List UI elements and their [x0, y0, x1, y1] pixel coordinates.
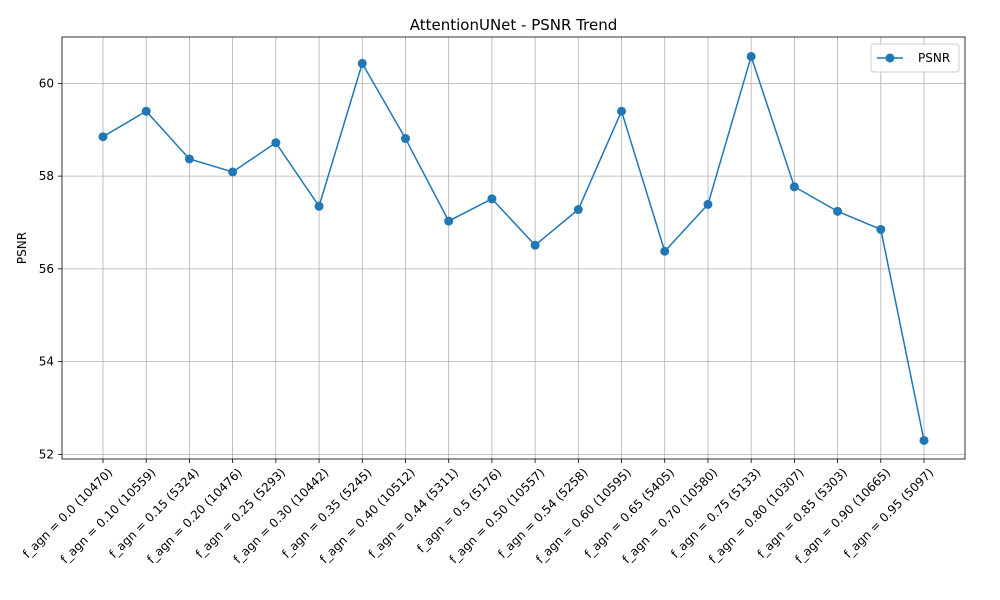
- legend-marker-swatch: [885, 53, 895, 63]
- data-point: [876, 224, 886, 234]
- data-point: [271, 138, 281, 148]
- legend: PSNR: [870, 43, 960, 73]
- series-line-psnr: [102, 53, 925, 441]
- data-point: [228, 167, 238, 177]
- data-point: [833, 206, 843, 216]
- y-axis-label: PSNR: [15, 232, 29, 264]
- legend-label-psnr: PSNR: [918, 51, 950, 65]
- series-psnr: [98, 51, 929, 445]
- data-point: [487, 194, 497, 204]
- data-point: [660, 246, 670, 256]
- legend-box: [870, 43, 960, 73]
- data-point: [98, 132, 108, 142]
- data-point: [314, 201, 324, 211]
- axes: f_agn = 0.0 (10470)f_agn = 0.10 (10559)f…: [20, 36, 966, 566]
- chart-title: AttentionUNet - PSNR Trend: [410, 16, 618, 34]
- data-point: [703, 199, 713, 209]
- data-point: [789, 182, 799, 192]
- y-tick-label: 60: [39, 76, 54, 90]
- data-point: [141, 106, 151, 116]
- data-point: [184, 154, 194, 164]
- grid-lines: [62, 37, 965, 459]
- y-tick-label: 52: [39, 447, 54, 461]
- x-tick-label: f_agn = 0.5 (5176): [414, 465, 504, 555]
- plot-frame: [61, 36, 966, 460]
- y-tick-label: 58: [39, 169, 54, 183]
- data-point: [400, 134, 410, 144]
- data-point: [444, 216, 454, 226]
- data-point: [357, 58, 367, 68]
- data-point: [530, 240, 540, 250]
- y-tick-label: 54: [39, 355, 54, 369]
- data-point: [573, 205, 583, 215]
- data-point: [746, 51, 756, 61]
- data-point: [617, 106, 627, 116]
- data-point: [919, 435, 929, 445]
- y-tick-label: 56: [39, 262, 54, 276]
